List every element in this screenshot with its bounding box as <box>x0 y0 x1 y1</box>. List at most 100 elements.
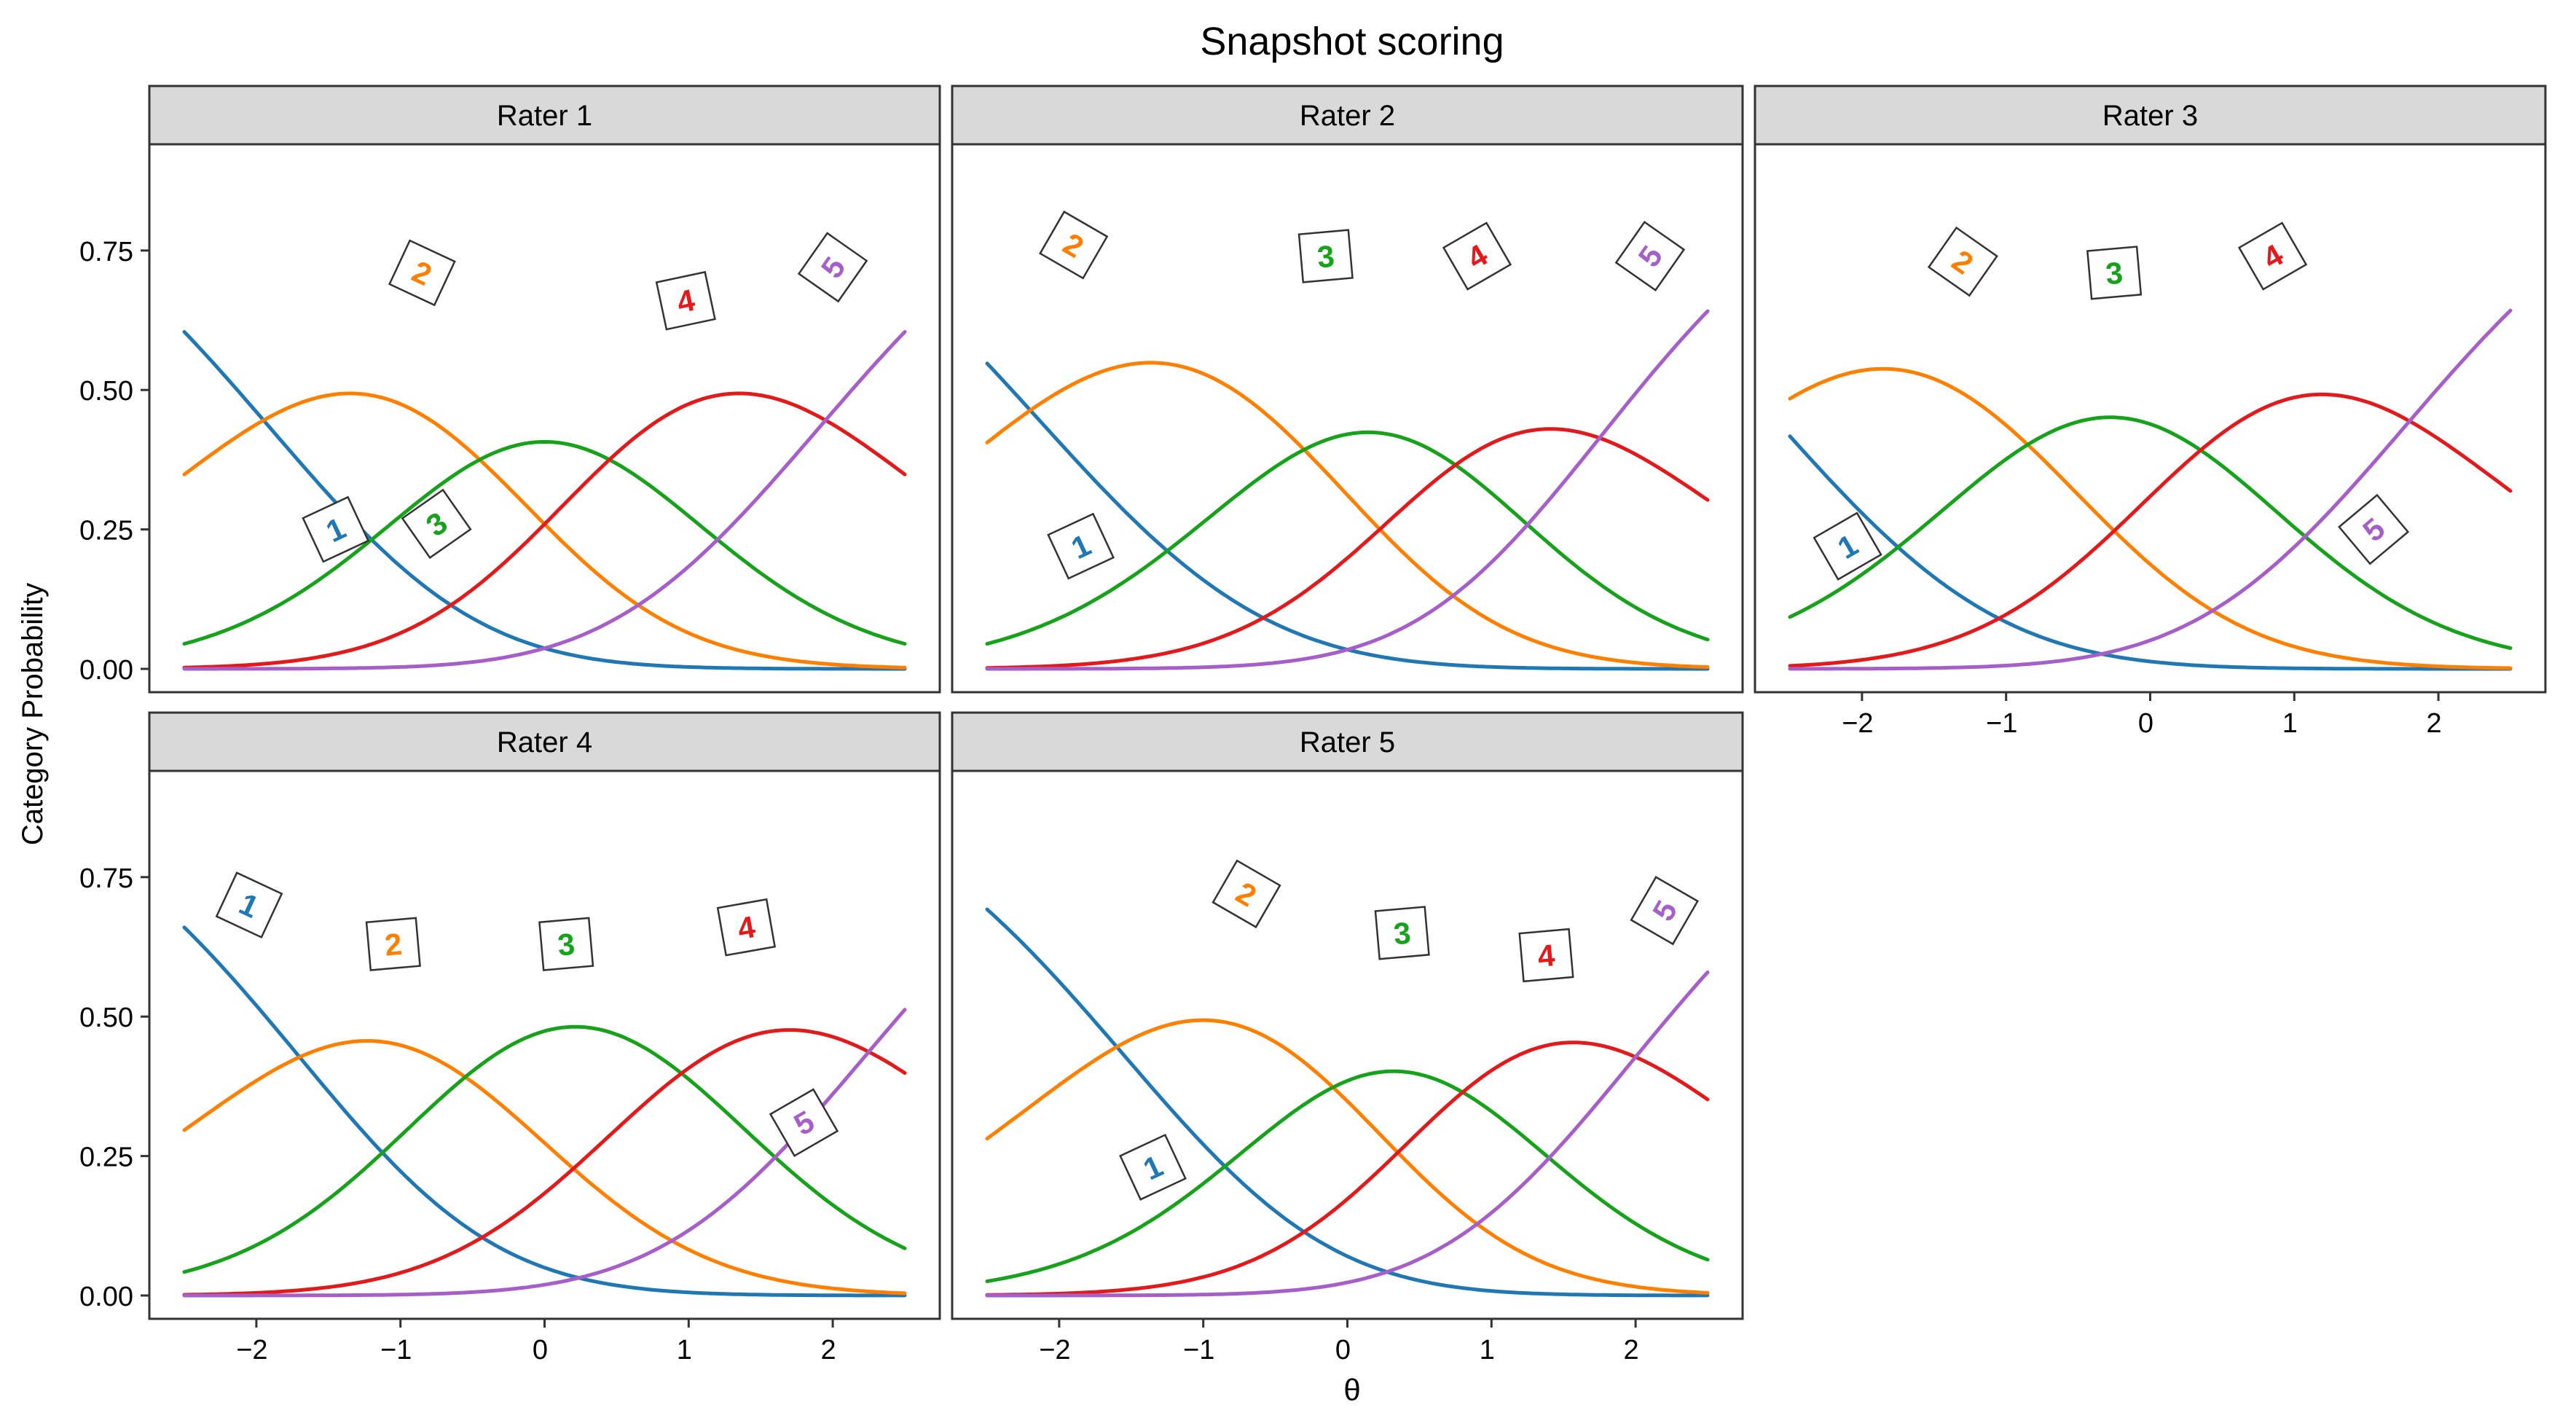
x-tick-label: −2 <box>1039 1335 1070 1365</box>
curve-category-2 <box>985 361 1710 669</box>
curve-label-box <box>716 898 777 957</box>
panel-rater-5: Rater 5 −2 −1 0 1 2 1 2 3 4 5 <box>951 711 1744 1365</box>
x-tick-label: 1 <box>1480 1335 1495 1365</box>
curve-category-1 <box>985 907 1710 1298</box>
curve-category-5 <box>1788 308 2513 671</box>
x-tick-label: 2 <box>1624 1335 1639 1365</box>
curve-label-2: 2 <box>1927 226 1998 297</box>
panel-rater-3: Rater 3 −2 −1 0 1 2 1 2 3 4 5 <box>1754 85 2547 739</box>
curve-label-box <box>1630 876 1699 946</box>
x-tick-label: 0 <box>1335 1335 1351 1365</box>
panel-strip <box>148 85 941 146</box>
y-tick-label: 0.25 <box>79 1142 133 1173</box>
curve-label-box <box>1297 229 1354 283</box>
curve-category-2 <box>182 1039 907 1296</box>
curve-label-3: 3 <box>1297 229 1354 283</box>
curve-category-3 <box>1788 415 2513 650</box>
curve-label-text: 2 <box>383 927 403 963</box>
curve-category-4 <box>985 1040 1710 1297</box>
curve-label-2: 2 <box>365 917 421 971</box>
curve-label-4: 4 <box>716 898 777 957</box>
curve-label-4: 4 <box>655 270 716 331</box>
panel-title: Rater 1 <box>497 100 592 132</box>
y-tick-label: 0.50 <box>79 1003 133 1033</box>
curve-label-box <box>2237 222 2308 291</box>
curve-label-box <box>1374 906 1430 960</box>
curve-category-4 <box>1788 392 2513 668</box>
facet-panels: Rater 1 0.00 0.25 0.50 0.75 1 2 3 4 5 Rater 2 1 2 3 4 5… <box>79 85 2547 1365</box>
x-tick-label: 2 <box>2427 708 2442 739</box>
curve-category-5 <box>985 309 1710 671</box>
curve-label-text: 3 <box>2104 255 2124 291</box>
curve-category-4 <box>182 1028 907 1297</box>
curve-category-3 <box>985 1069 1710 1283</box>
curve-category-4 <box>985 427 1710 670</box>
curve-label-2: 2 <box>1039 210 1109 280</box>
curve-category-4 <box>182 391 907 670</box>
curve-label-4: 4 <box>1518 928 1574 983</box>
y-tick-label: 0.25 <box>79 516 133 546</box>
curve-label-3: 3 <box>538 917 594 971</box>
y-tick-label: 0.50 <box>79 376 133 407</box>
curve-category-1 <box>1788 434 2513 671</box>
curve-label-5: 5 <box>1630 876 1699 946</box>
curve-label-box <box>1813 511 1882 581</box>
curve-label-box <box>1212 859 1281 929</box>
curve-label-box <box>655 270 716 331</box>
x-tick-label: −1 <box>380 1335 412 1365</box>
panel-rater-1: Rater 1 0.00 0.25 0.50 0.75 1 2 3 4 5 <box>79 85 941 694</box>
curve-label-1: 1 <box>1119 1133 1187 1201</box>
curve-label-4: 4 <box>1442 222 1512 291</box>
curve-category-5 <box>985 970 1710 1298</box>
curve-label-text: 3 <box>557 927 576 963</box>
curve-label-1: 1 <box>1813 511 1882 581</box>
curve-category-3 <box>985 430 1710 646</box>
panel-strip <box>1754 85 2547 146</box>
curve-label-text: 3 <box>1392 915 1412 951</box>
x-tick-label: 0 <box>2138 708 2153 739</box>
x-tick-label: 0 <box>533 1335 548 1365</box>
x-axis-label: θ <box>1343 1373 1360 1407</box>
curve-label-box <box>797 232 868 303</box>
curve-category-5 <box>182 1008 907 1298</box>
curve-category-2 <box>1788 367 2513 670</box>
curve-label-box <box>388 239 456 307</box>
x-tick-label: 1 <box>677 1335 692 1365</box>
curve-label-2: 2 <box>388 239 456 307</box>
curve-category-2 <box>985 1018 1710 1295</box>
y-tick-label: 0.75 <box>79 237 133 267</box>
panel-title: Rater 2 <box>1300 100 1395 132</box>
panel-strip <box>148 711 941 772</box>
curve-label-5: 5 <box>2338 493 2410 565</box>
curve-label-5: 5 <box>797 232 868 303</box>
plot-area <box>148 143 941 694</box>
curve-label-3: 3 <box>401 488 472 560</box>
plot-area <box>148 769 941 1320</box>
x-tick-label: 1 <box>2282 708 2298 739</box>
curve-label-1: 1 <box>215 871 283 939</box>
panel-title: Rater 4 <box>497 726 592 759</box>
curve-label-5: 5 <box>769 1088 839 1157</box>
curve-label-5: 5 <box>1614 220 1686 292</box>
curve-label-box <box>401 488 472 560</box>
curve-label-2: 2 <box>1212 859 1281 929</box>
panel-title: Rater 5 <box>1300 726 1395 759</box>
curve-label-3: 3 <box>2086 246 2143 300</box>
x-tick-label: −1 <box>1986 708 2017 739</box>
curve-label-box <box>1518 928 1574 983</box>
plot-area <box>951 769 1744 1320</box>
x-tick-label: −1 <box>1183 1335 1214 1365</box>
curve-label-4: 4 <box>2237 222 2308 291</box>
curve-category-3 <box>182 1024 907 1274</box>
curve-label-box <box>215 871 283 939</box>
x-tick-label: 2 <box>821 1335 836 1365</box>
curve-label-text: 3 <box>1316 239 1335 275</box>
y-tick-label: 0.00 <box>79 1282 133 1312</box>
panel-rater-2: Rater 2 1 2 3 4 5 <box>951 85 1744 694</box>
curve-category-3 <box>182 439 907 646</box>
y-axis-label: Category Probability <box>17 583 49 845</box>
curve-label-box <box>1039 210 1109 280</box>
curve-label-1: 1 <box>1047 512 1115 580</box>
curve-label-box <box>769 1088 839 1157</box>
